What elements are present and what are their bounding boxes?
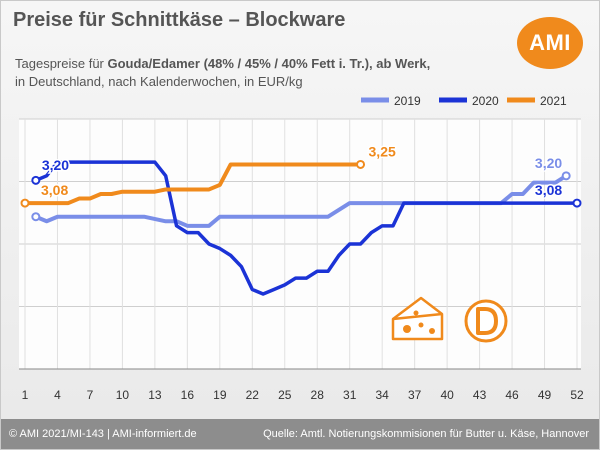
legend-label-2021: 2021 bbox=[540, 94, 567, 108]
x-tick-label: 31 bbox=[343, 388, 357, 402]
series-start-2020 bbox=[31, 175, 41, 185]
data-label-2019-end: 3,20 bbox=[535, 155, 562, 171]
data-label-2020-end: 3,08 bbox=[535, 182, 562, 198]
x-tick-label: 19 bbox=[213, 388, 227, 402]
series-end-2020 bbox=[572, 198, 582, 208]
series-end-2021 bbox=[356, 159, 366, 169]
series-line-2019 bbox=[33, 173, 569, 228]
legend-label-2020: 2020 bbox=[472, 94, 499, 108]
x-tick-label: 7 bbox=[87, 388, 94, 402]
series-end-2019 bbox=[561, 171, 571, 181]
series-start-2021 bbox=[20, 198, 30, 208]
x-tick-label: 46 bbox=[505, 388, 519, 402]
chart-title: Preise für Schnittkäse – Blockware bbox=[13, 9, 346, 31]
data-label-2021-start: 3,08 bbox=[41, 182, 68, 198]
subtitle-line2: in Deutschland, nach Kalenderwochen, in … bbox=[15, 74, 303, 89]
x-tick-label: 22 bbox=[246, 388, 260, 402]
footer-copyright: © AMI 2021/MI-143 | AMI-informiert.de bbox=[9, 428, 197, 440]
ami-logo: AMI bbox=[517, 17, 583, 69]
legend-label-2019: 2019 bbox=[394, 94, 421, 108]
x-tick-label: 43 bbox=[473, 388, 487, 402]
x-tick-label: 37 bbox=[408, 388, 422, 402]
data-label-2021-end: 3,25 bbox=[369, 143, 396, 159]
line-chart: 1 4 7 10 13 16 19 22 25 28 31 34 37 40 43 46 49 52 2019 202… bbox=[19, 94, 584, 402]
x-tick-label: 49 bbox=[538, 388, 552, 402]
data-label-2020-start: 3,20 bbox=[42, 157, 69, 173]
chart-subtitle: Tagespreise für Gouda/Edamer (48% / 45% … bbox=[15, 55, 485, 91]
d-seal-icon bbox=[464, 299, 508, 343]
x-tick-label: 34 bbox=[375, 388, 389, 402]
x-tick-label: 1 bbox=[22, 388, 29, 402]
series-start-2019 bbox=[31, 212, 41, 222]
series-line-2020 bbox=[34, 160, 579, 296]
footer-bar: © AMI 2021/MI-143 | AMI-informiert.de Qu… bbox=[1, 419, 599, 449]
footer-source: Quelle: Amtl. Notierungskommisionen für … bbox=[263, 428, 589, 440]
cheese-icon bbox=[391, 296, 444, 341]
x-tick-label: 10 bbox=[116, 388, 130, 402]
x-tick-label: 28 bbox=[311, 388, 325, 402]
subtitle-product: Gouda/Edamer (48% / 45% / 40% Fett i. Tr… bbox=[107, 56, 431, 71]
series-line-2021 bbox=[23, 162, 363, 206]
x-tick-label: 16 bbox=[181, 388, 195, 402]
x-tick-label: 25 bbox=[278, 388, 292, 402]
x-tick-label: 40 bbox=[440, 388, 454, 402]
x-tick-label: 4 bbox=[54, 388, 61, 402]
x-tick-label: 13 bbox=[148, 388, 162, 402]
x-tick-label: 52 bbox=[570, 388, 584, 402]
subtitle-prefix: Tagespreise für bbox=[15, 56, 108, 71]
